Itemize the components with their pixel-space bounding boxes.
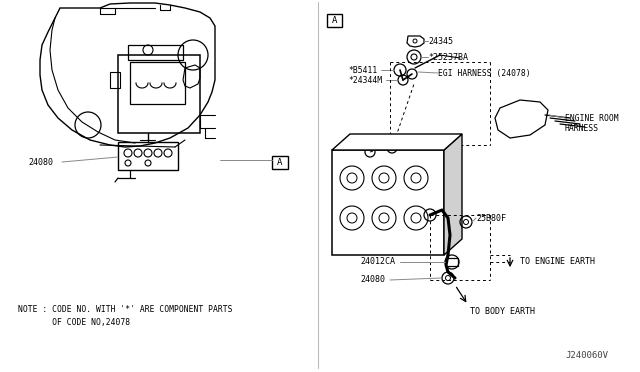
Circle shape (347, 173, 357, 183)
Circle shape (347, 213, 357, 223)
Bar (118, 55, 200, 133)
Text: A: A (332, 16, 337, 25)
Text: 24080: 24080 (360, 276, 385, 285)
Text: *24344M: *24344M (348, 76, 382, 84)
Bar (327, 14, 342, 27)
Text: A: A (277, 157, 283, 167)
Bar (446, 258, 458, 266)
Text: NOTE : CODE NO. WITH '*' ARE COMPONENT PARTS: NOTE : CODE NO. WITH '*' ARE COMPONENT P… (18, 305, 232, 314)
Text: ENGINE ROOM: ENGINE ROOM (565, 113, 619, 122)
Bar (272, 156, 288, 169)
Bar (110, 72, 120, 88)
Text: 24012CA: 24012CA (360, 257, 395, 266)
Polygon shape (332, 134, 462, 150)
Circle shape (379, 173, 389, 183)
Text: 25B80F: 25B80F (476, 214, 506, 222)
Text: EGI HARNESS (24078): EGI HARNESS (24078) (438, 68, 531, 77)
Text: *B5411: *B5411 (348, 65, 377, 74)
Circle shape (411, 213, 421, 223)
Circle shape (411, 54, 417, 60)
Bar (332, 150, 444, 255)
Polygon shape (444, 134, 462, 255)
Text: J240060V: J240060V (565, 350, 608, 359)
Text: TO BODY EARTH: TO BODY EARTH (470, 308, 535, 317)
Text: *25237BA: *25237BA (428, 52, 468, 61)
Text: 24345: 24345 (428, 36, 453, 45)
Bar (118, 142, 178, 170)
Text: HARNESS: HARNESS (565, 124, 599, 132)
Bar (128, 45, 183, 60)
Circle shape (379, 213, 389, 223)
Text: TO ENGINE EARTH: TO ENGINE EARTH (520, 257, 595, 266)
Text: 24080: 24080 (28, 157, 53, 167)
Circle shape (411, 173, 421, 183)
Bar (130, 62, 185, 104)
Text: OF CODE NO,24078: OF CODE NO,24078 (18, 317, 130, 327)
